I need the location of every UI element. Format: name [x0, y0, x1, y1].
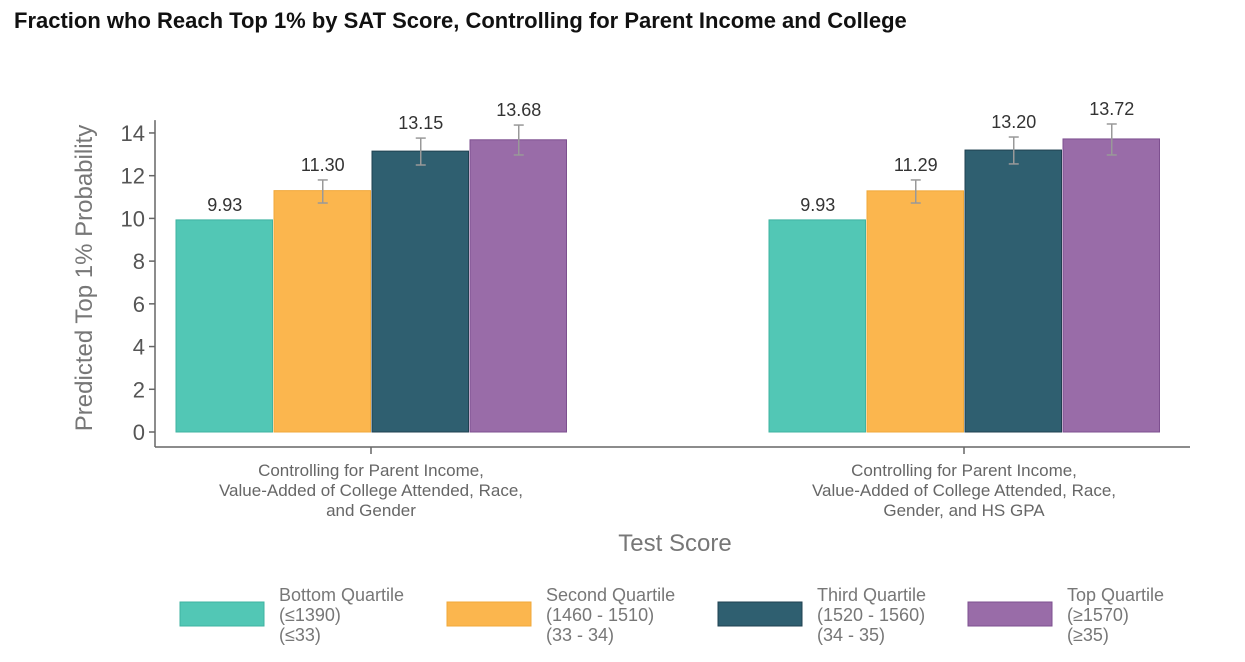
- data-label: 9.93: [800, 195, 835, 215]
- y-tick-label: 12: [121, 164, 145, 189]
- bar: [964, 149, 1062, 433]
- data-label: 9.93: [207, 195, 242, 215]
- bar: [175, 219, 273, 433]
- data-label: 13.68: [496, 100, 541, 120]
- data-label: 11.30: [301, 155, 345, 175]
- legend-swatch: [967, 601, 1053, 627]
- bar: [1062, 138, 1160, 433]
- x-tick-label: and Gender: [326, 501, 416, 520]
- y-tick-label: 0: [133, 420, 145, 445]
- bar: [273, 190, 371, 433]
- data-label: 13.15: [398, 113, 443, 133]
- y-tick-label: 8: [133, 249, 145, 274]
- legend-label: Second Quartile: [546, 585, 675, 605]
- bar: [866, 190, 964, 433]
- legend-label: Third Quartile: [817, 585, 926, 605]
- legend-swatch: [446, 601, 532, 627]
- legend-label: Bottom Quartile: [279, 585, 404, 605]
- legend-label: (≤1390): [279, 605, 341, 625]
- x-tick-label: Value-Added of College Attended, Race,: [219, 481, 523, 500]
- y-tick-label: 2: [133, 377, 145, 402]
- chart-title: Fraction who Reach Top 1% by SAT Score, …: [14, 8, 907, 33]
- x-tick-label: Value-Added of College Attended, Race,: [812, 481, 1116, 500]
- data-label: 13.72: [1089, 99, 1134, 119]
- y-tick-label: 4: [133, 335, 145, 360]
- legend-label: (1520 - 1560): [817, 605, 925, 625]
- legend-label: Top Quartile: [1067, 585, 1164, 605]
- y-tick-label: 6: [133, 292, 145, 317]
- y-tick-label: 14: [121, 121, 145, 146]
- bar: [469, 139, 567, 433]
- legend-label: (≥35): [1067, 625, 1109, 645]
- bar: [371, 150, 469, 433]
- bar: [768, 219, 866, 433]
- data-label: 11.29: [894, 155, 938, 175]
- legend-swatch: [717, 601, 803, 627]
- x-tick-label: Gender, and HS GPA: [883, 501, 1045, 520]
- data-label: 13.20: [991, 112, 1036, 132]
- x-axis-title: Test Score: [618, 530, 731, 557]
- x-tick-label: Controlling for Parent Income,: [851, 461, 1077, 480]
- y-tick-label: 10: [121, 206, 145, 231]
- legend-swatch: [179, 601, 265, 627]
- x-tick-label: Controlling for Parent Income,: [258, 461, 484, 480]
- legend-label: (≤33): [279, 625, 321, 645]
- legend-label: (33 - 34): [546, 625, 614, 645]
- legend-label: (1460 - 1510): [546, 605, 654, 625]
- legend-label: (34 - 35): [817, 625, 885, 645]
- legend-label: (≥1570): [1067, 605, 1129, 625]
- y-axis-title: Predicted Top 1% Probability: [71, 125, 98, 431]
